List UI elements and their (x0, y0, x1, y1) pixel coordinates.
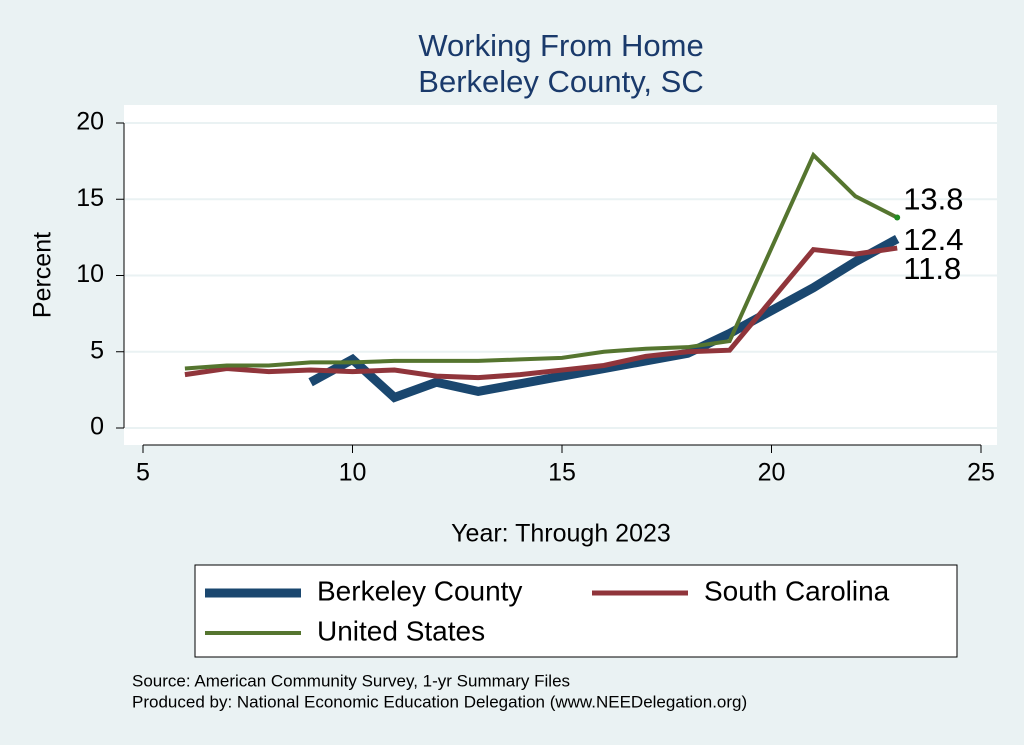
legend-label: South Carolina (704, 575, 890, 606)
series-line (184, 245, 898, 381)
legend-label: United States (317, 615, 485, 646)
chart-subtitle: Berkeley County, SC (418, 64, 703, 99)
y-tick-label: 0 (90, 413, 104, 441)
y-tick-label: 15 (76, 184, 104, 212)
series-line (308, 234, 900, 403)
source-note: Source: American Community Survey, 1-yr … (132, 671, 570, 690)
x-tick-label: 15 (548, 459, 576, 487)
y-tick-label: 5 (90, 336, 104, 364)
y-tick-label: 20 (76, 108, 104, 136)
x-tick-label: 10 (339, 459, 367, 487)
end-label: 12.4 (903, 222, 963, 257)
x-tick-label: 25 (967, 459, 995, 487)
x-axis-title: Year: Through 2023 (451, 520, 671, 548)
x-tick-label: 20 (758, 459, 786, 487)
y-tick-label: 10 (76, 260, 104, 288)
end-point (894, 214, 901, 221)
end-label: 13.8 (903, 182, 963, 217)
series-line (184, 151, 899, 371)
y-axis-title: Percent (29, 232, 57, 318)
legend (194, 564, 958, 658)
chart-title: Working From Home (418, 28, 703, 63)
end-label: 11.8 (903, 251, 961, 286)
producer-note: Produced by: National Economic Education… (132, 692, 747, 711)
legend-label: Berkeley County (317, 575, 522, 606)
x-tick-label: 5 (136, 459, 150, 487)
